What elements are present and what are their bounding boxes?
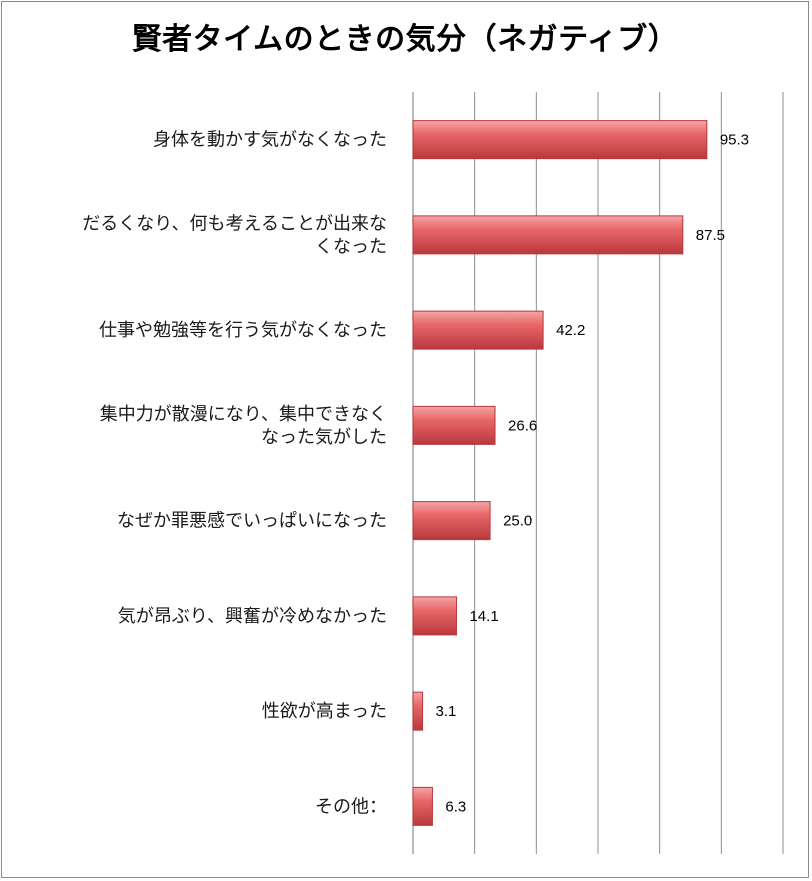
bar [412,405,496,445]
category-label-line: 気が昂ぶり、興奮が冷めなかった [118,606,387,627]
category-label-line: 集中力が散漫になり、集中できなく [100,404,387,425]
category-label: その他： [315,796,387,817]
category-label: 身体を動かす気がなくなった [153,130,387,151]
category-label-line: くなった [315,236,387,257]
bar [412,120,708,160]
category-label-line: なぜか罪悪感でいっぱいになった [117,511,387,532]
category-label-line: だるくなり、何も考えることが出来な [82,213,387,234]
category-label-line: 身体を動かす気がなくなった [153,130,387,151]
bar [412,501,491,541]
chart-title: 賢者タイムのときの気分（ネガティブ） [131,22,679,57]
bar [412,691,424,731]
value-label: 42.2 [556,322,585,339]
value-label: 26.6 [508,417,537,434]
bars [412,120,708,826]
category-label: 仕事や勉強等を行う気がなくなった [99,320,387,341]
category-label: だるくなり、何も考えることが出来なくなった [82,213,387,257]
category-label: なぜか罪悪感でいっぱいになった [117,511,387,532]
value-labels: 95.3 87.5 42.2 26.6 25.0 14.1 3.1 6.3 [436,132,749,816]
gridlines [412,92,784,854]
category-label: 集中力が散漫になり、集中できなくなった気がした [100,404,387,448]
category-label: 気が昂ぶり、興奮が冷めなかった [118,606,387,627]
bar [412,786,433,826]
value-label: 6.3 [445,798,466,815]
value-label: 95.3 [720,132,749,149]
category-label-line: 仕事や勉強等を行う気がなくなった [99,320,387,341]
bar [412,215,684,255]
bar [412,310,544,350]
category-label-line: 性欲が高まった [262,701,387,722]
category-label-line: なった気がした [261,427,387,448]
value-label: 87.5 [696,227,725,244]
value-label: 25.0 [503,513,532,530]
category-label: 性欲が高まった [262,701,387,722]
value-label: 3.1 [436,703,457,720]
category-label-line: その他： [315,796,387,817]
bar [412,596,457,636]
value-label: 14.1 [469,608,498,625]
category-labels: 身体を動かす気がなくなっただるくなり、何も考えることが出来なくなった仕事や勉強等… [82,130,387,818]
